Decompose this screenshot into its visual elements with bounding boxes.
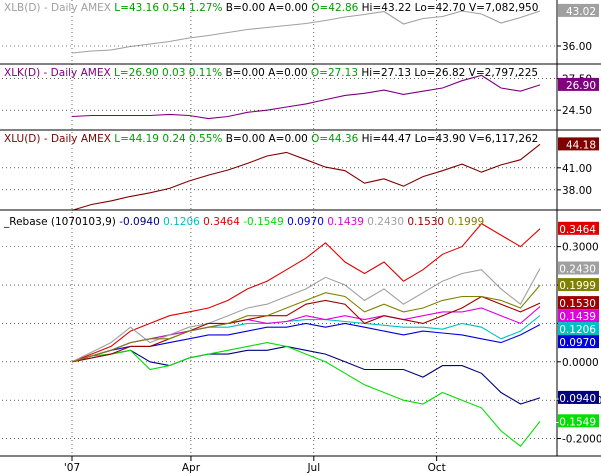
rebase-value-5-box (558, 309, 599, 323)
rebase-header-value-6: 0.2430 (364, 216, 404, 228)
header-field-7: Hi=27.13 (358, 67, 411, 79)
x-tick-label-1: Apr (182, 462, 201, 474)
x-tick-label-3: Oct (428, 462, 446, 474)
header-field-0: XLB(D) - Daily AMEX (4, 2, 111, 14)
rebase-header-value-5: 0.1439 (324, 216, 364, 228)
last-value-XLK(D)-label: 26.90 (566, 80, 596, 92)
header-field-4: B=0.00 (222, 67, 265, 79)
last-value-XLB(D)-label: 43.02 (566, 6, 596, 18)
header-field-1: L=43.16 (111, 2, 159, 14)
last-value-XLU(D)-label: 44.18 (566, 139, 596, 151)
rebase-header-value-4: 0.0970 (284, 216, 324, 228)
series-line-XLU(D) (71, 143, 541, 211)
rebase-value-4-label: 0.0970 (559, 337, 596, 349)
rebase-value-7-label: 0.1530 (559, 298, 596, 310)
header-field-2: 0.03 (159, 67, 186, 79)
header-field-5: A=0.00 (265, 2, 308, 14)
rebase-value-2-label: 0.3464 (559, 224, 596, 236)
header-field-6: O=42.86 (308, 2, 359, 14)
rebase-series-line-2 (71, 222, 541, 363)
rebase-value-7-box (558, 296, 599, 310)
pane-header-XLK(D): XLK(D) - Daily AMEX L=26.90 0.03 0.11% B… (4, 67, 538, 79)
rebase-value-1-label: 0.1206 (559, 324, 596, 336)
header-field-9: V=2,797,225 (465, 67, 538, 79)
rebase-series-line-6 (71, 268, 541, 363)
rebase-series-line-3 (71, 342, 541, 447)
rebase-series-line-0 (71, 345, 541, 405)
header-field-1: L=44.19 (111, 133, 159, 145)
series-line-XLK(D) (71, 74, 541, 120)
rebase-series-line-8 (71, 284, 541, 363)
header-field-0: XLU(D) - Daily AMEX (4, 133, 111, 145)
header-field-4: B=0.00 (222, 2, 265, 14)
last-value-XLB(D)-box (558, 3, 599, 17)
rebase-value-0-label: -0.0940 (555, 393, 596, 405)
header-field-4: B=0.00 (222, 133, 265, 145)
header-field-8: Lo=43.90 (411, 133, 465, 145)
x-tick-label-0: '07 (64, 462, 80, 474)
rebase-title: _Rebase (1070103,9) (3, 216, 116, 228)
header-field-6: O=44.36 (308, 133, 359, 145)
last-value-XLK(D)-box (558, 77, 599, 91)
header-field-2: 0.24 (159, 133, 186, 145)
header-field-0: XLK(D) - Daily AMEX (4, 67, 111, 79)
pane-header-XLB(D): XLB(D) - Daily AMEX L=43.16 0.54 1.27% B… (4, 2, 538, 14)
header-field-5: A=0.00 (265, 67, 308, 79)
rebase-header: _Rebase (1070103,9) -0.0940 0.1206 0.346… (3, 216, 484, 228)
rebase-header-value-3: -0.1549 (240, 216, 284, 228)
rebase-value-2-box (558, 221, 599, 235)
rebase-tick-label-0: 0.3000 (562, 242, 599, 254)
header-field-7: Hi=44.47 (358, 133, 411, 145)
header-field-3: 1.27% (186, 2, 223, 14)
rebase-value-6-label: 0.2430 (559, 264, 596, 276)
y-tick-label-XLK(D)-1: 24.50 (562, 105, 592, 117)
header-field-2: 0.54 (159, 2, 186, 14)
rebase-header-value-8: 0.1999 (444, 216, 484, 228)
header-field-9: V=7,082,950 (466, 2, 539, 14)
rebase-header-value-1: 0.1206 (160, 216, 200, 228)
rebase-header-value-0: -0.0940 (116, 216, 160, 228)
rebase-value-5-label: 0.1439 (559, 311, 596, 323)
header-field-1: L=26.90 (111, 67, 159, 79)
rebase-value-4-box (558, 335, 599, 349)
rebase-value-3-label: -0.1549 (555, 416, 596, 428)
rebase-header-value-2: 0.3464 (200, 216, 240, 228)
header-field-8: Lo=42.70 (411, 2, 465, 14)
rebase-value-3-box (558, 414, 599, 428)
y-tick-label-XLB(D)-0: 36.00 (562, 41, 592, 53)
header-field-3: 0.11% (185, 67, 222, 79)
header-field-9: V=6,117,262 (466, 133, 539, 145)
last-value-XLU(D)-box (558, 137, 599, 151)
header-field-8: Lo=26.82 (411, 67, 465, 79)
pane-header-XLU(D): XLU(D) - Daily AMEX L=44.19 0.24 0.55% B… (4, 133, 538, 145)
y-tick-label-XLU(D)-0: 41.00 (562, 163, 592, 175)
rebase-value-8-label: 0.1999 (559, 280, 596, 292)
y-tick-label-XLU(D)-1: 38.00 (562, 185, 592, 197)
rebase-header-value-7: 0.1530 (404, 216, 444, 228)
rebase-tick-label-5: -0.2000 (562, 434, 601, 446)
x-tick-label-2: Jul (306, 462, 320, 474)
header-field-3: 0.55% (186, 133, 223, 145)
rebase-value-8-box (558, 278, 599, 292)
rebase-value-6-box (558, 261, 599, 275)
header-field-5: A=0.00 (265, 133, 308, 145)
series-line-XLB(D) (71, 10, 541, 54)
rebase-series-line-7 (71, 295, 541, 363)
rebase-tick-label-3: 0.0000 (562, 357, 599, 369)
rebase-value-0-box (558, 390, 599, 404)
rebase-value-1-box (558, 322, 599, 336)
header-field-6: O=27.13 (308, 67, 358, 79)
header-field-7: Hi=43.22 (358, 2, 411, 14)
